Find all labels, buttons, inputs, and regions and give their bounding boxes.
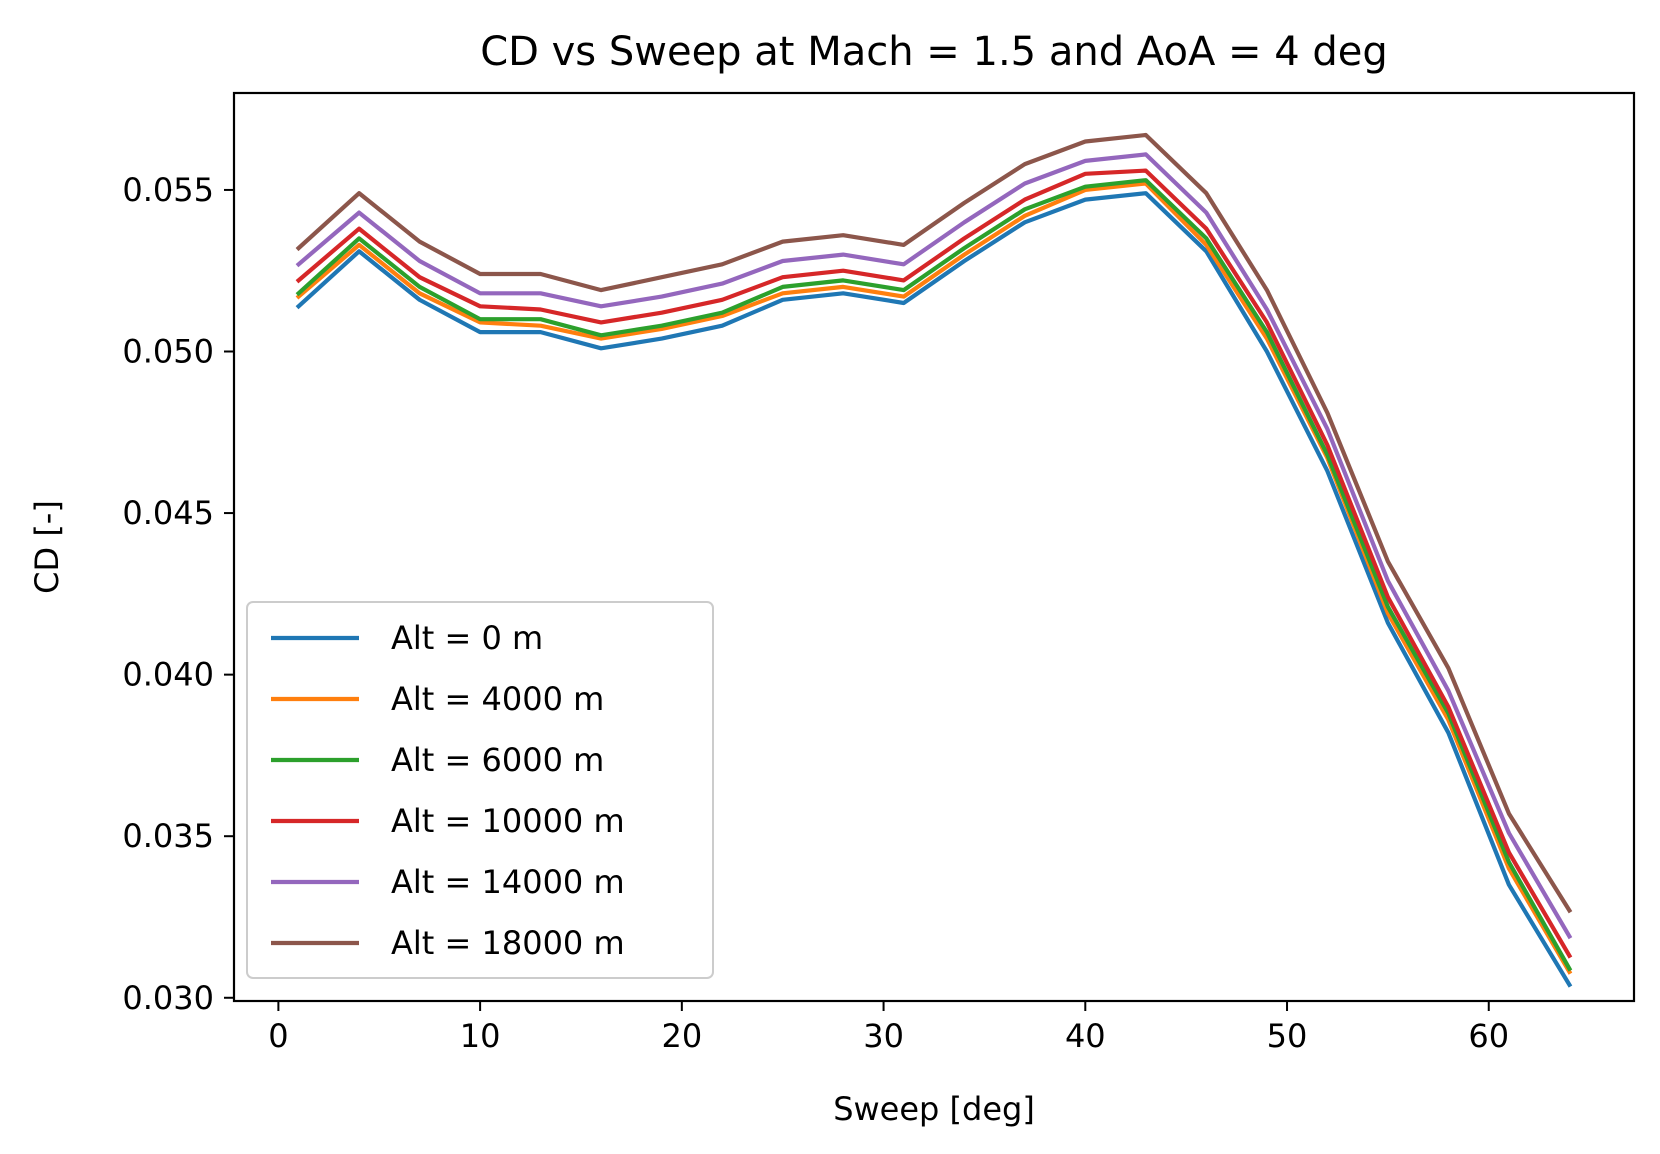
- series-line-4: [295, 152, 1573, 940]
- legend-label-4: Alt = 14000 m: [391, 863, 625, 901]
- series-line-3: [295, 168, 1573, 959]
- legend-label-3: Alt = 10000 m: [391, 802, 625, 840]
- x-tick-label: 60: [1468, 1017, 1509, 1055]
- y-axis: 0.030 0.035 0.040 0.045 0.050 0.055: [122, 171, 234, 1017]
- legend: Alt = 0 m Alt = 4000 m Alt = 6000 m Alt = 1…: [246, 601, 714, 979]
- x-axis-label: Sweep [deg]: [833, 1090, 1035, 1128]
- x-tick-label: 40: [1065, 1017, 1106, 1055]
- legend-label-5: Alt = 18000 m: [391, 924, 625, 962]
- legend-box: [246, 601, 714, 979]
- y-tick-label: 0.040: [122, 656, 214, 694]
- series-line-2: [295, 178, 1573, 972]
- x-tick-label: 20: [661, 1017, 702, 1055]
- chart-title: CD vs Sweep at Mach = 1.5 and AoA = 4 de…: [480, 29, 1388, 75]
- y-axis-label: CD [-]: [28, 500, 66, 594]
- series-group: [295, 132, 1573, 988]
- legend-label-2: Alt = 6000 m: [391, 741, 604, 779]
- y-tick-label: 0.030: [122, 979, 214, 1017]
- y-tick-label: 0.050: [122, 333, 214, 371]
- x-tick-label: 50: [1267, 1017, 1308, 1055]
- x-tick-label: 10: [460, 1017, 501, 1055]
- plot-frame: [232, 91, 1636, 1003]
- x-tick-label: 30: [863, 1017, 904, 1055]
- legend-label-1: Alt = 4000 m: [391, 680, 604, 718]
- y-tick-label: 0.055: [122, 171, 214, 209]
- y-tick-label: 0.045: [122, 494, 214, 532]
- legend-label-0: Alt = 0 m: [391, 619, 543, 657]
- x-tick-label: 0: [268, 1017, 288, 1055]
- x-axis: 0 10 20 30 40 50 60: [268, 1001, 1509, 1055]
- series-line-0: [295, 191, 1573, 988]
- y-tick-label: 0.035: [122, 817, 214, 855]
- series-line-5: [295, 132, 1573, 914]
